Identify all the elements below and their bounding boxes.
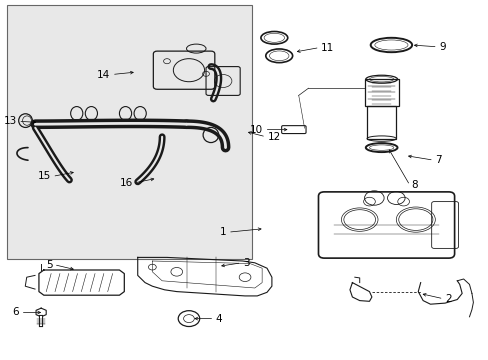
Text: 16: 16 — [120, 178, 133, 188]
Text: 14: 14 — [97, 69, 110, 80]
Text: 2: 2 — [444, 294, 451, 304]
Text: 13: 13 — [3, 116, 17, 126]
Text: 7: 7 — [434, 155, 441, 165]
Text: 10: 10 — [249, 125, 263, 135]
Text: 9: 9 — [438, 42, 445, 52]
Text: 15: 15 — [38, 171, 51, 181]
Text: 11: 11 — [321, 42, 334, 53]
Text: 6: 6 — [13, 307, 19, 318]
Bar — [7, 5, 252, 259]
Text: 8: 8 — [410, 180, 417, 190]
Bar — [366, 106, 395, 139]
Text: 3: 3 — [243, 258, 249, 268]
Text: 1: 1 — [220, 227, 226, 237]
Text: 4: 4 — [215, 314, 222, 324]
Text: 12: 12 — [267, 132, 280, 142]
Text: 5: 5 — [46, 260, 52, 270]
